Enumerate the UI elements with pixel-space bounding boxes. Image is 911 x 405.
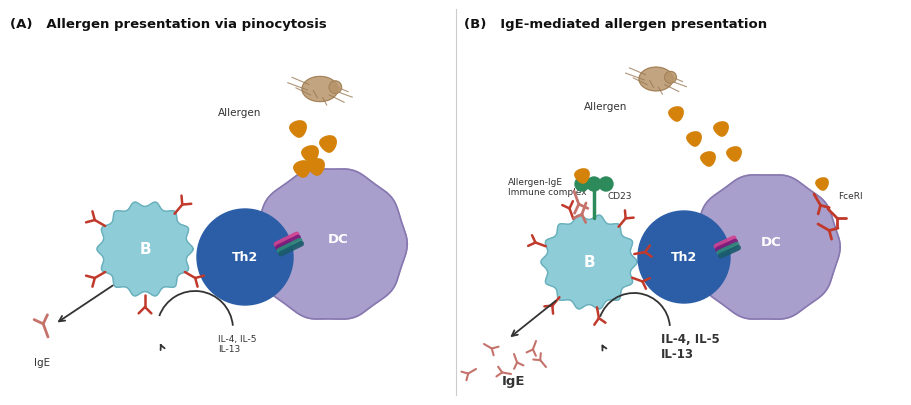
- Circle shape: [574, 177, 589, 192]
- Text: IL-4, IL-5
IL-13: IL-4, IL-5 IL-13: [660, 332, 719, 360]
- Text: FceRI: FceRI: [837, 192, 862, 201]
- Text: Th2: Th2: [231, 251, 258, 264]
- Text: (B)   IgE-mediated allergen presentation: (B) IgE-mediated allergen presentation: [464, 18, 766, 31]
- Text: B: B: [582, 255, 594, 270]
- Text: (A)   Allergen presentation via pinocytosis: (A) Allergen presentation via pinocytosi…: [10, 18, 326, 31]
- Text: IL-4, IL-5
IL-13: IL-4, IL-5 IL-13: [218, 334, 256, 354]
- Polygon shape: [307, 160, 324, 176]
- Polygon shape: [815, 179, 827, 191]
- Polygon shape: [700, 153, 714, 167]
- Polygon shape: [713, 123, 727, 137]
- Polygon shape: [302, 77, 338, 102]
- Polygon shape: [290, 122, 306, 138]
- Text: DC: DC: [760, 236, 781, 249]
- Polygon shape: [691, 175, 839, 320]
- Polygon shape: [302, 147, 318, 163]
- Text: Allergen-IgE
Immune complex: Allergen-IgE Immune complex: [507, 177, 586, 197]
- Circle shape: [664, 72, 676, 84]
- Circle shape: [638, 211, 729, 303]
- Polygon shape: [293, 162, 310, 178]
- Polygon shape: [252, 169, 407, 319]
- Text: DC: DC: [327, 233, 348, 246]
- Polygon shape: [639, 68, 672, 92]
- Polygon shape: [686, 132, 701, 147]
- Polygon shape: [320, 136, 336, 153]
- Circle shape: [599, 177, 612, 192]
- Text: Allergen: Allergen: [218, 108, 261, 118]
- Text: CD23: CD23: [608, 192, 632, 201]
- Circle shape: [329, 82, 342, 94]
- Text: Allergen: Allergen: [584, 102, 627, 112]
- Circle shape: [197, 209, 292, 305]
- Text: IgE: IgE: [502, 374, 525, 387]
- Polygon shape: [97, 202, 193, 296]
- Polygon shape: [668, 108, 682, 122]
- Polygon shape: [574, 169, 589, 184]
- Polygon shape: [540, 215, 636, 309]
- Circle shape: [587, 177, 600, 192]
- Text: IgE: IgE: [34, 357, 50, 367]
- Text: Th2: Th2: [670, 251, 696, 264]
- Text: B: B: [139, 242, 150, 257]
- Polygon shape: [726, 147, 741, 162]
